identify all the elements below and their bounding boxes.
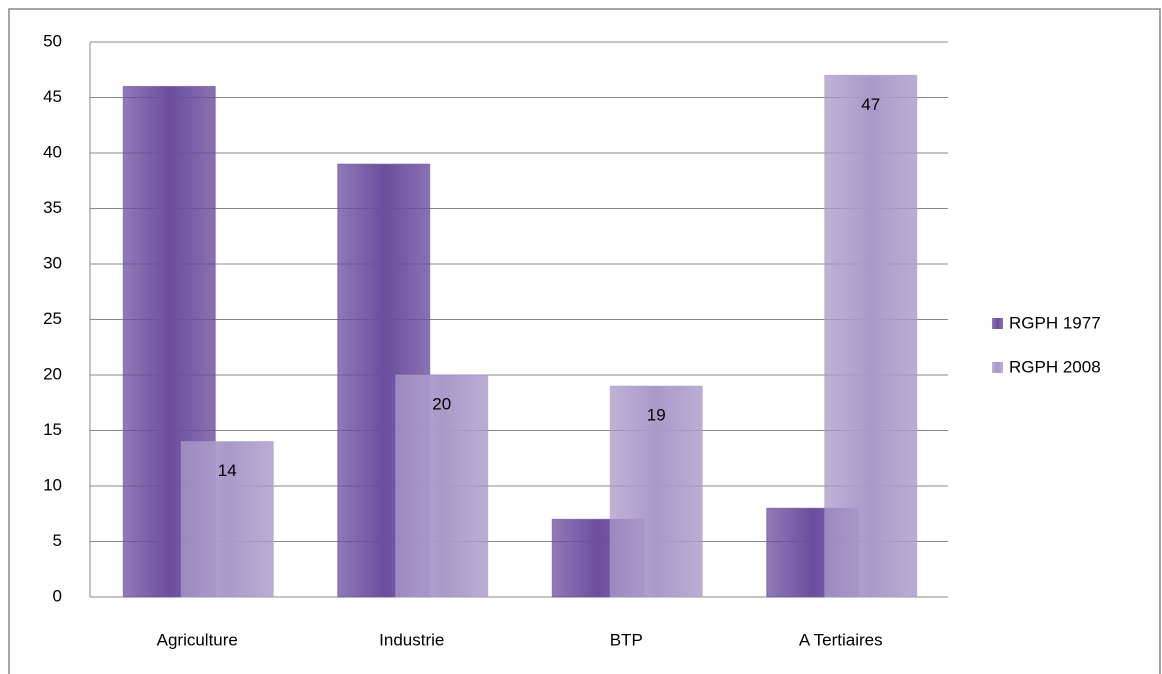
y-tick-label: 20 xyxy=(43,364,62,383)
y-tick-label: 5 xyxy=(53,531,62,550)
y-tick-label: 35 xyxy=(43,198,62,217)
legend-swatch xyxy=(992,318,1003,329)
y-tick-label: 10 xyxy=(43,475,62,494)
y-tick-label: 0 xyxy=(53,586,62,605)
data-label: 19 xyxy=(647,406,666,425)
x-tick-label: Agriculture xyxy=(157,630,238,649)
y-tick-label: 50 xyxy=(43,31,62,50)
data-label: 20 xyxy=(432,394,451,413)
y-tick-label: 30 xyxy=(43,253,62,272)
y-tick-label: 45 xyxy=(43,87,62,106)
x-tick-label: A Tertiaires xyxy=(799,630,883,649)
legend-swatch xyxy=(992,362,1003,373)
legend-label: RGPH 2008 xyxy=(1009,357,1101,376)
x-tick-label: BTP xyxy=(610,630,643,649)
bar xyxy=(395,374,489,598)
bar xyxy=(609,385,703,598)
legend-label: RGPH 1977 xyxy=(1009,313,1101,332)
data-label: 14 xyxy=(218,461,237,480)
x-tick-label: Industrie xyxy=(379,630,444,649)
data-label: 47 xyxy=(861,95,880,114)
y-tick-label: 15 xyxy=(43,420,62,439)
chart-border xyxy=(8,8,1161,674)
bar xyxy=(824,74,918,598)
bar xyxy=(180,441,274,598)
y-tick-label: 40 xyxy=(43,142,62,161)
y-tick-label: 25 xyxy=(43,309,62,328)
